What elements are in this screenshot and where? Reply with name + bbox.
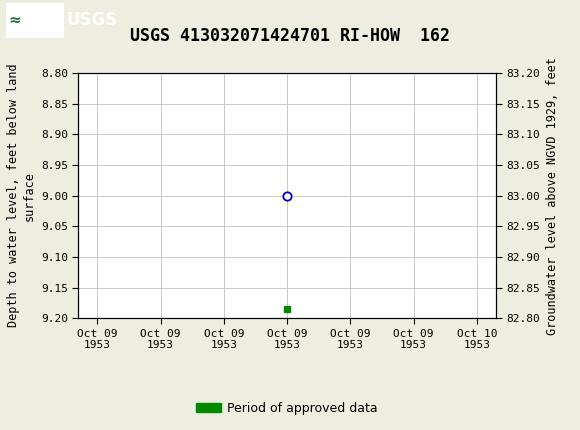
- Legend: Period of approved data: Period of approved data: [191, 397, 383, 420]
- Text: USGS: USGS: [67, 12, 118, 29]
- Bar: [6, 3, 64, 37]
- Y-axis label: Depth to water level, feet below land
surface: Depth to water level, feet below land su…: [8, 64, 35, 328]
- Text: ≈: ≈: [9, 13, 21, 28]
- Y-axis label: Groundwater level above NGVD 1929, feet: Groundwater level above NGVD 1929, feet: [546, 57, 559, 335]
- Text: USGS 413032071424701 RI-HOW  162: USGS 413032071424701 RI-HOW 162: [130, 27, 450, 45]
